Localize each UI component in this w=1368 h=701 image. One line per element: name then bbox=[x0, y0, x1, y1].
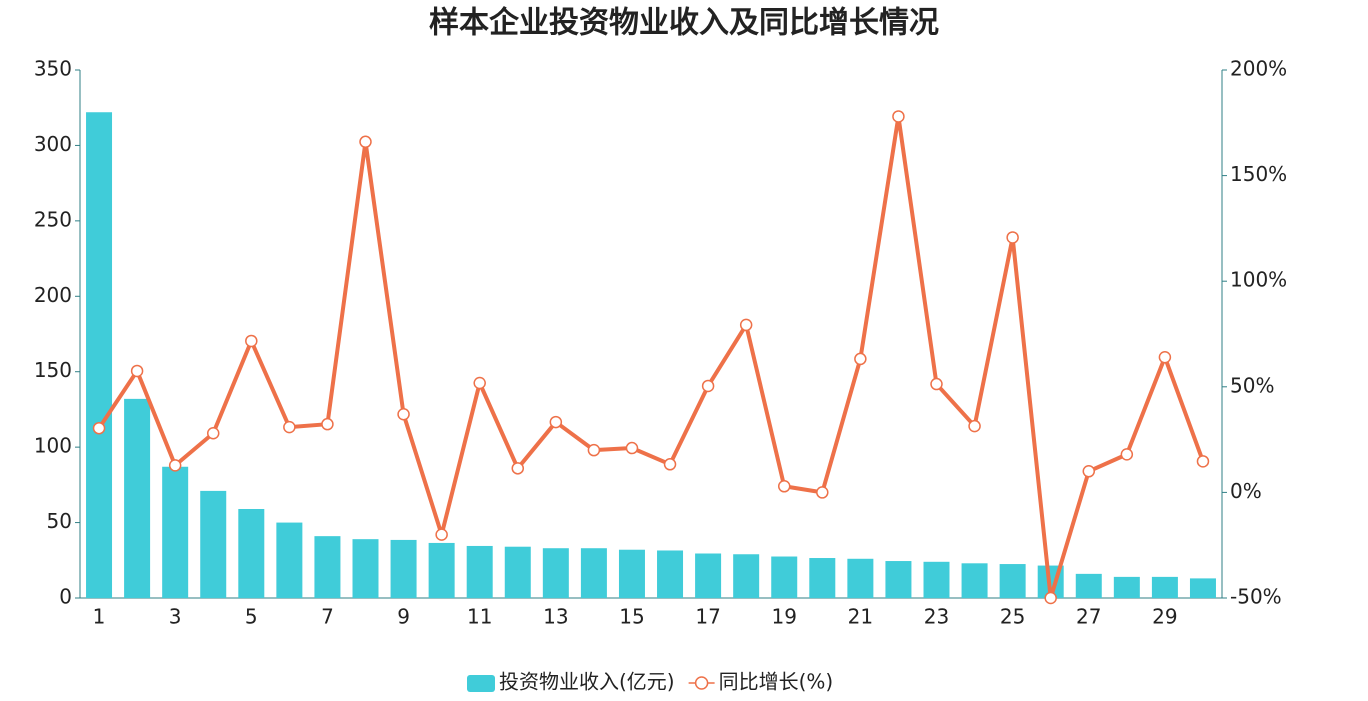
x-tick-label: 3 bbox=[169, 605, 182, 629]
line-point bbox=[549, 415, 563, 429]
x-tick-label: 13 bbox=[543, 605, 568, 629]
bar bbox=[580, 548, 607, 598]
line-point bbox=[321, 417, 334, 431]
x-tick-label: 25 bbox=[1000, 605, 1025, 629]
line-point bbox=[892, 110, 905, 123]
legend-swatch bbox=[694, 676, 709, 690]
bar bbox=[200, 490, 227, 598]
line-point bbox=[701, 379, 715, 393]
y2-tick-label: -50% bbox=[1230, 585, 1282, 609]
y-tick-label: 50 bbox=[47, 509, 72, 533]
bar bbox=[466, 545, 493, 598]
line-point bbox=[930, 377, 943, 391]
y2-tick-label: 200% bbox=[1230, 57, 1287, 81]
y-tick-label: 350 bbox=[34, 57, 72, 81]
bar bbox=[238, 508, 265, 598]
line bbox=[97, 114, 1205, 600]
x-tick-label: 29 bbox=[1152, 605, 1177, 629]
line-point bbox=[663, 458, 677, 471]
line-point bbox=[245, 334, 258, 348]
line-point bbox=[625, 441, 639, 455]
bar bbox=[618, 549, 645, 598]
bar bbox=[999, 564, 1026, 598]
bar bbox=[1113, 576, 1140, 598]
x-tick-label: 11 bbox=[467, 605, 492, 629]
bar bbox=[885, 561, 912, 598]
line-point bbox=[777, 480, 791, 493]
y-tick-label: 100 bbox=[34, 434, 72, 458]
bar bbox=[428, 542, 455, 598]
y2-tick-label: 0% bbox=[1230, 479, 1262, 503]
y-tick-label: 250 bbox=[34, 207, 72, 231]
bar bbox=[504, 546, 531, 598]
line-point bbox=[206, 427, 220, 440]
bar bbox=[124, 398, 151, 598]
bar bbox=[542, 548, 569, 598]
y2-tick-label: 100% bbox=[1230, 268, 1287, 292]
line-point bbox=[968, 419, 981, 433]
x-tick-label: 15 bbox=[619, 605, 644, 629]
line-point bbox=[473, 376, 486, 390]
line-point bbox=[1044, 591, 1057, 605]
y-tick-label: 200 bbox=[34, 283, 72, 307]
bar bbox=[352, 539, 379, 598]
y2-tick-label: 150% bbox=[1230, 162, 1287, 186]
x-tick-label: 9 bbox=[397, 605, 410, 629]
x-tick-label: 17 bbox=[695, 605, 720, 629]
bar bbox=[162, 466, 189, 598]
x-tick-label: 7 bbox=[321, 605, 334, 629]
x-tick-label: 27 bbox=[1076, 605, 1101, 629]
chart-title: 样本企业投资物业收入及同比增长情况 bbox=[429, 6, 939, 41]
line-point bbox=[359, 135, 372, 149]
y-tick-label: 0 bbox=[59, 585, 72, 609]
x-tick-label: 5 bbox=[245, 605, 258, 629]
y-tick-label: 300 bbox=[34, 132, 72, 156]
line-point bbox=[168, 459, 182, 472]
y2-tick-label: 50% bbox=[1230, 373, 1274, 397]
line-point bbox=[130, 364, 144, 378]
bar bbox=[390, 539, 417, 598]
bar bbox=[961, 563, 988, 598]
line-point bbox=[1196, 455, 1210, 468]
bar bbox=[1075, 573, 1102, 598]
line-point bbox=[1158, 350, 1172, 364]
bar bbox=[657, 550, 684, 598]
bar bbox=[1151, 576, 1178, 598]
bar bbox=[314, 536, 341, 598]
line-point bbox=[92, 421, 106, 435]
bar bbox=[771, 556, 798, 598]
bar bbox=[276, 522, 303, 598]
line-point bbox=[587, 443, 601, 457]
y-tick-label: 150 bbox=[34, 358, 72, 382]
x-tick-label: 19 bbox=[772, 605, 797, 629]
x-tick-label: 23 bbox=[924, 605, 949, 629]
bar bbox=[809, 558, 836, 598]
line-point bbox=[1082, 465, 1096, 478]
line-point bbox=[435, 528, 448, 541]
bar bbox=[847, 558, 874, 598]
bar bbox=[923, 561, 950, 598]
x-tick-label: 21 bbox=[848, 605, 873, 629]
x-tick-label: 1 bbox=[93, 605, 106, 629]
line-point bbox=[397, 408, 410, 421]
line-point bbox=[511, 462, 525, 475]
line-point bbox=[1006, 231, 1019, 244]
line-point bbox=[1120, 448, 1134, 461]
line-point bbox=[739, 318, 753, 332]
line-point bbox=[854, 352, 867, 366]
legend-label: 同比增长(%) bbox=[719, 670, 834, 694]
bar bbox=[733, 554, 760, 598]
bar bbox=[86, 112, 113, 599]
legend-swatch bbox=[467, 675, 495, 692]
legend-label: 投资物业收入(亿元) bbox=[499, 670, 675, 694]
bar bbox=[1189, 578, 1216, 598]
line-point bbox=[816, 486, 829, 499]
line-point bbox=[283, 420, 296, 434]
bar bbox=[695, 553, 722, 598]
